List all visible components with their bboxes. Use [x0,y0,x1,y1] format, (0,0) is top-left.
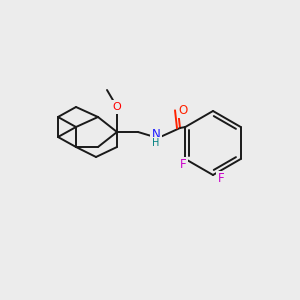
Text: F: F [218,172,224,185]
Text: O: O [112,102,122,112]
Text: N: N [152,128,160,142]
Text: O: O [178,103,188,116]
Text: H: H [152,138,160,148]
Text: F: F [180,158,187,172]
